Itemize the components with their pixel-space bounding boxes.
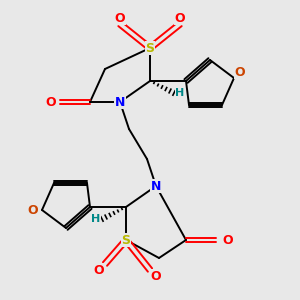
Text: S: S [122, 233, 130, 247]
Text: O: O [175, 11, 185, 25]
Text: H: H [176, 88, 184, 98]
Text: N: N [115, 95, 125, 109]
Text: O: O [151, 269, 161, 283]
Text: O: O [235, 65, 245, 79]
Text: S: S [146, 41, 154, 55]
Text: O: O [46, 95, 56, 109]
Text: H: H [92, 214, 100, 224]
Text: O: O [28, 203, 38, 217]
Text: O: O [94, 263, 104, 277]
Text: O: O [115, 11, 125, 25]
Text: N: N [151, 179, 161, 193]
Text: O: O [223, 233, 233, 247]
